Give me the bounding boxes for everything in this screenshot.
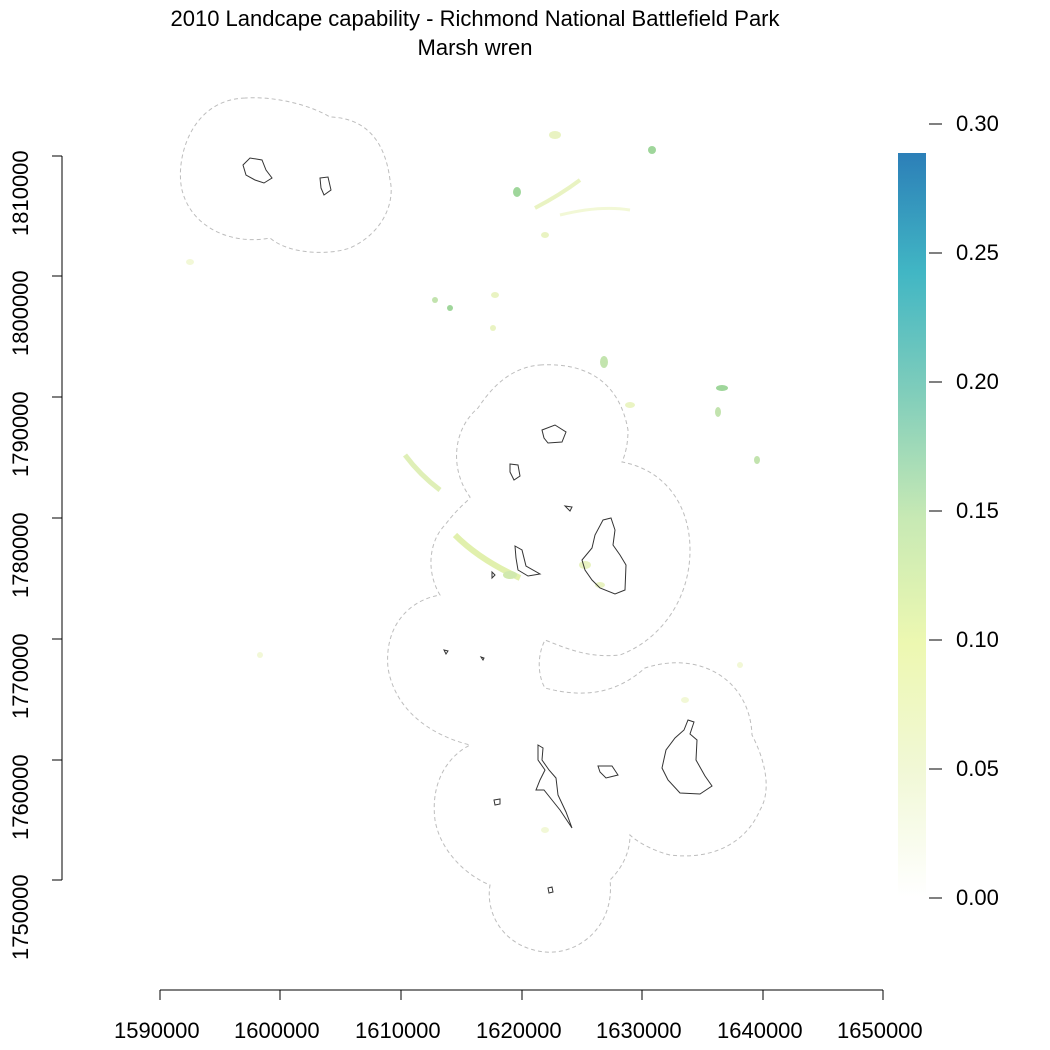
- y-tick-label: 1790000: [8, 391, 33, 477]
- chart-title: 2010 Landcape capability - Richmond Nati…: [170, 6, 780, 31]
- y-axis: [52, 155, 63, 881]
- legend-tick-label: 0.30: [956, 111, 999, 136]
- x-tick-label: 1610000: [355, 1018, 441, 1043]
- legend-color-bar: [898, 153, 926, 897]
- y-tick-label: 1770000: [8, 633, 33, 719]
- x-tick-label: 1590000: [114, 1018, 200, 1043]
- x-tick-label: 1600000: [234, 1018, 320, 1043]
- capability-raster: [186, 131, 760, 833]
- legend-tick-label: 0.05: [956, 756, 999, 781]
- y-tick-label: 1810000: [8, 150, 33, 236]
- legend-tick-label: 0.15: [956, 498, 999, 523]
- legend-tick-label: 0.00: [956, 885, 999, 910]
- x-axis: [159, 989, 884, 1000]
- legend-tick-label: 0.20: [956, 369, 999, 394]
- x-tick-label: 1630000: [596, 1018, 682, 1043]
- legend-tick-label: 0.10: [956, 627, 999, 652]
- x-tick-label: 1640000: [717, 1018, 803, 1043]
- legend-ticks: [929, 123, 942, 899]
- chart-subtitle: Marsh wren: [417, 35, 533, 60]
- x-tick-label: 1650000: [837, 1018, 923, 1043]
- buffer-outlines: [179, 97, 767, 953]
- y-tick-label: 1800000: [8, 270, 33, 356]
- park-boundaries: [242, 157, 713, 894]
- x-tick-label: 1620000: [476, 1018, 562, 1043]
- y-tick-label: 1760000: [8, 754, 33, 840]
- y-tick-label: 1750000: [8, 874, 33, 960]
- legend-tick-label: 0.25: [956, 240, 999, 265]
- y-tick-label: 1780000: [8, 512, 33, 598]
